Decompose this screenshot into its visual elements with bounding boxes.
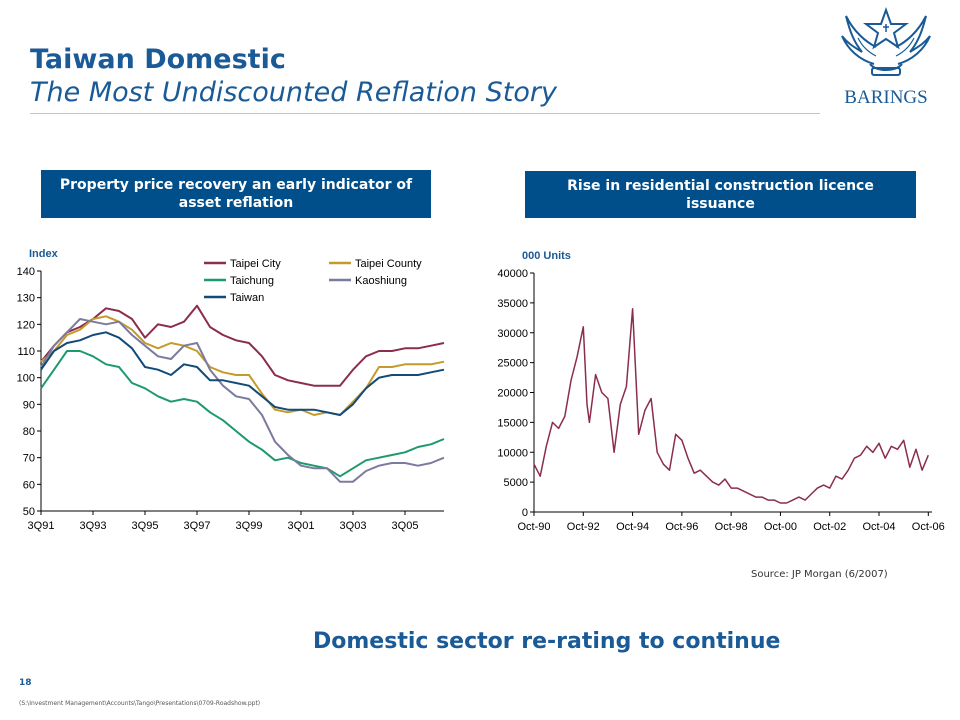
series-line-taipei-county	[40, 315, 445, 416]
series-line-taipei-city	[40, 304, 445, 387]
y-tick-label: 50	[23, 506, 35, 518]
y-tick-label: 100	[17, 373, 35, 385]
file-path: (S:\Investment Management\Accounts\Tango…	[19, 700, 261, 707]
y-tick-label: 140	[17, 266, 35, 278]
x-tick-label: Oct-00	[764, 521, 797, 533]
x-tick-label: 3Q97	[184, 520, 211, 532]
source-note: Source: JP Morgan (6/2007)	[751, 569, 888, 580]
logo-wordmark: BARINGS	[844, 87, 927, 108]
page-title: Taiwan Domestic	[30, 44, 286, 75]
legend-entry: Kaoshiung	[355, 275, 407, 287]
x-tick-label: 3Q01	[288, 520, 315, 532]
y-tick-label: 40000	[497, 268, 528, 280]
series-line-taichung	[40, 350, 445, 478]
tagline: Domestic sector re-rating to continue	[313, 629, 781, 654]
property-price-index-chart: Index 50 60 70 80 90 100 110 120 130 140 3Q91 3Q93 3Q…	[17, 248, 445, 532]
legend-entry: Taipei County	[355, 258, 422, 270]
x-tick-label: Oct-90	[517, 521, 550, 533]
y-tick-label: 70	[23, 453, 35, 465]
y-tick-label: 120	[17, 319, 35, 331]
y-tick-label: 25000	[497, 358, 528, 370]
y-tick-label: 30000	[497, 328, 528, 340]
series-line-taiwan	[40, 331, 445, 416]
x-tick-label: 3Q93	[80, 520, 107, 532]
x-tick-label: 3Q95	[132, 520, 159, 532]
x-tick-label: 3Q03	[340, 520, 367, 532]
y-axis-title: Index	[29, 248, 59, 260]
x-tick-label: Oct-06	[912, 521, 945, 533]
series-line	[533, 308, 929, 504]
y-tick-label: 10000	[497, 447, 528, 459]
series-line-kaoshiung	[40, 318, 445, 483]
y-tick-label: 35000	[497, 298, 528, 310]
page-number: 18	[19, 678, 32, 688]
star-wings-crest-icon	[841, 7, 931, 76]
left-chart-banner: Property price recovery an early indicat…	[41, 170, 431, 218]
construction-licence-chart: 000 Units 0 5000 10000 15000 20000 25000 30000 3…	[497, 250, 945, 533]
y-tick-label: 130	[17, 293, 35, 305]
x-tick-label: 3Q99	[236, 520, 263, 532]
y-tick-label: 110	[17, 346, 35, 358]
y-tick-label: 20000	[497, 388, 528, 400]
y-tick-label: 90	[23, 399, 35, 411]
barings-logo: BARINGS	[841, 7, 931, 108]
legend-entry: Taichung	[230, 275, 274, 287]
y-tick-label: 5000	[504, 477, 528, 489]
y-axis-title: 000 Units	[522, 250, 571, 262]
title-divider	[30, 113, 820, 114]
x-tick-label: Oct-98	[715, 521, 748, 533]
right-chart-banner: Rise in residential construction licence…	[525, 171, 916, 218]
x-tick-label: Oct-92	[567, 521, 600, 533]
x-tick-label: Oct-96	[665, 521, 698, 533]
x-tick-label: 3Q91	[28, 520, 55, 532]
y-tick-label: 80	[23, 426, 35, 438]
legend-entry: Taiwan	[230, 292, 264, 304]
x-tick-label: Oct-02	[813, 521, 846, 533]
page-subtitle: The Most Undiscounted Reflation Story	[30, 77, 557, 108]
x-tick-label: Oct-04	[863, 521, 896, 533]
y-tick-label: 15000	[497, 417, 528, 429]
y-tick-label: 60	[23, 479, 35, 491]
y-tick-label: 0	[522, 507, 528, 519]
legend-entry: Taipei City	[230, 258, 281, 270]
x-tick-label: 3Q05	[392, 520, 419, 532]
x-tick-label: Oct-94	[616, 521, 649, 533]
